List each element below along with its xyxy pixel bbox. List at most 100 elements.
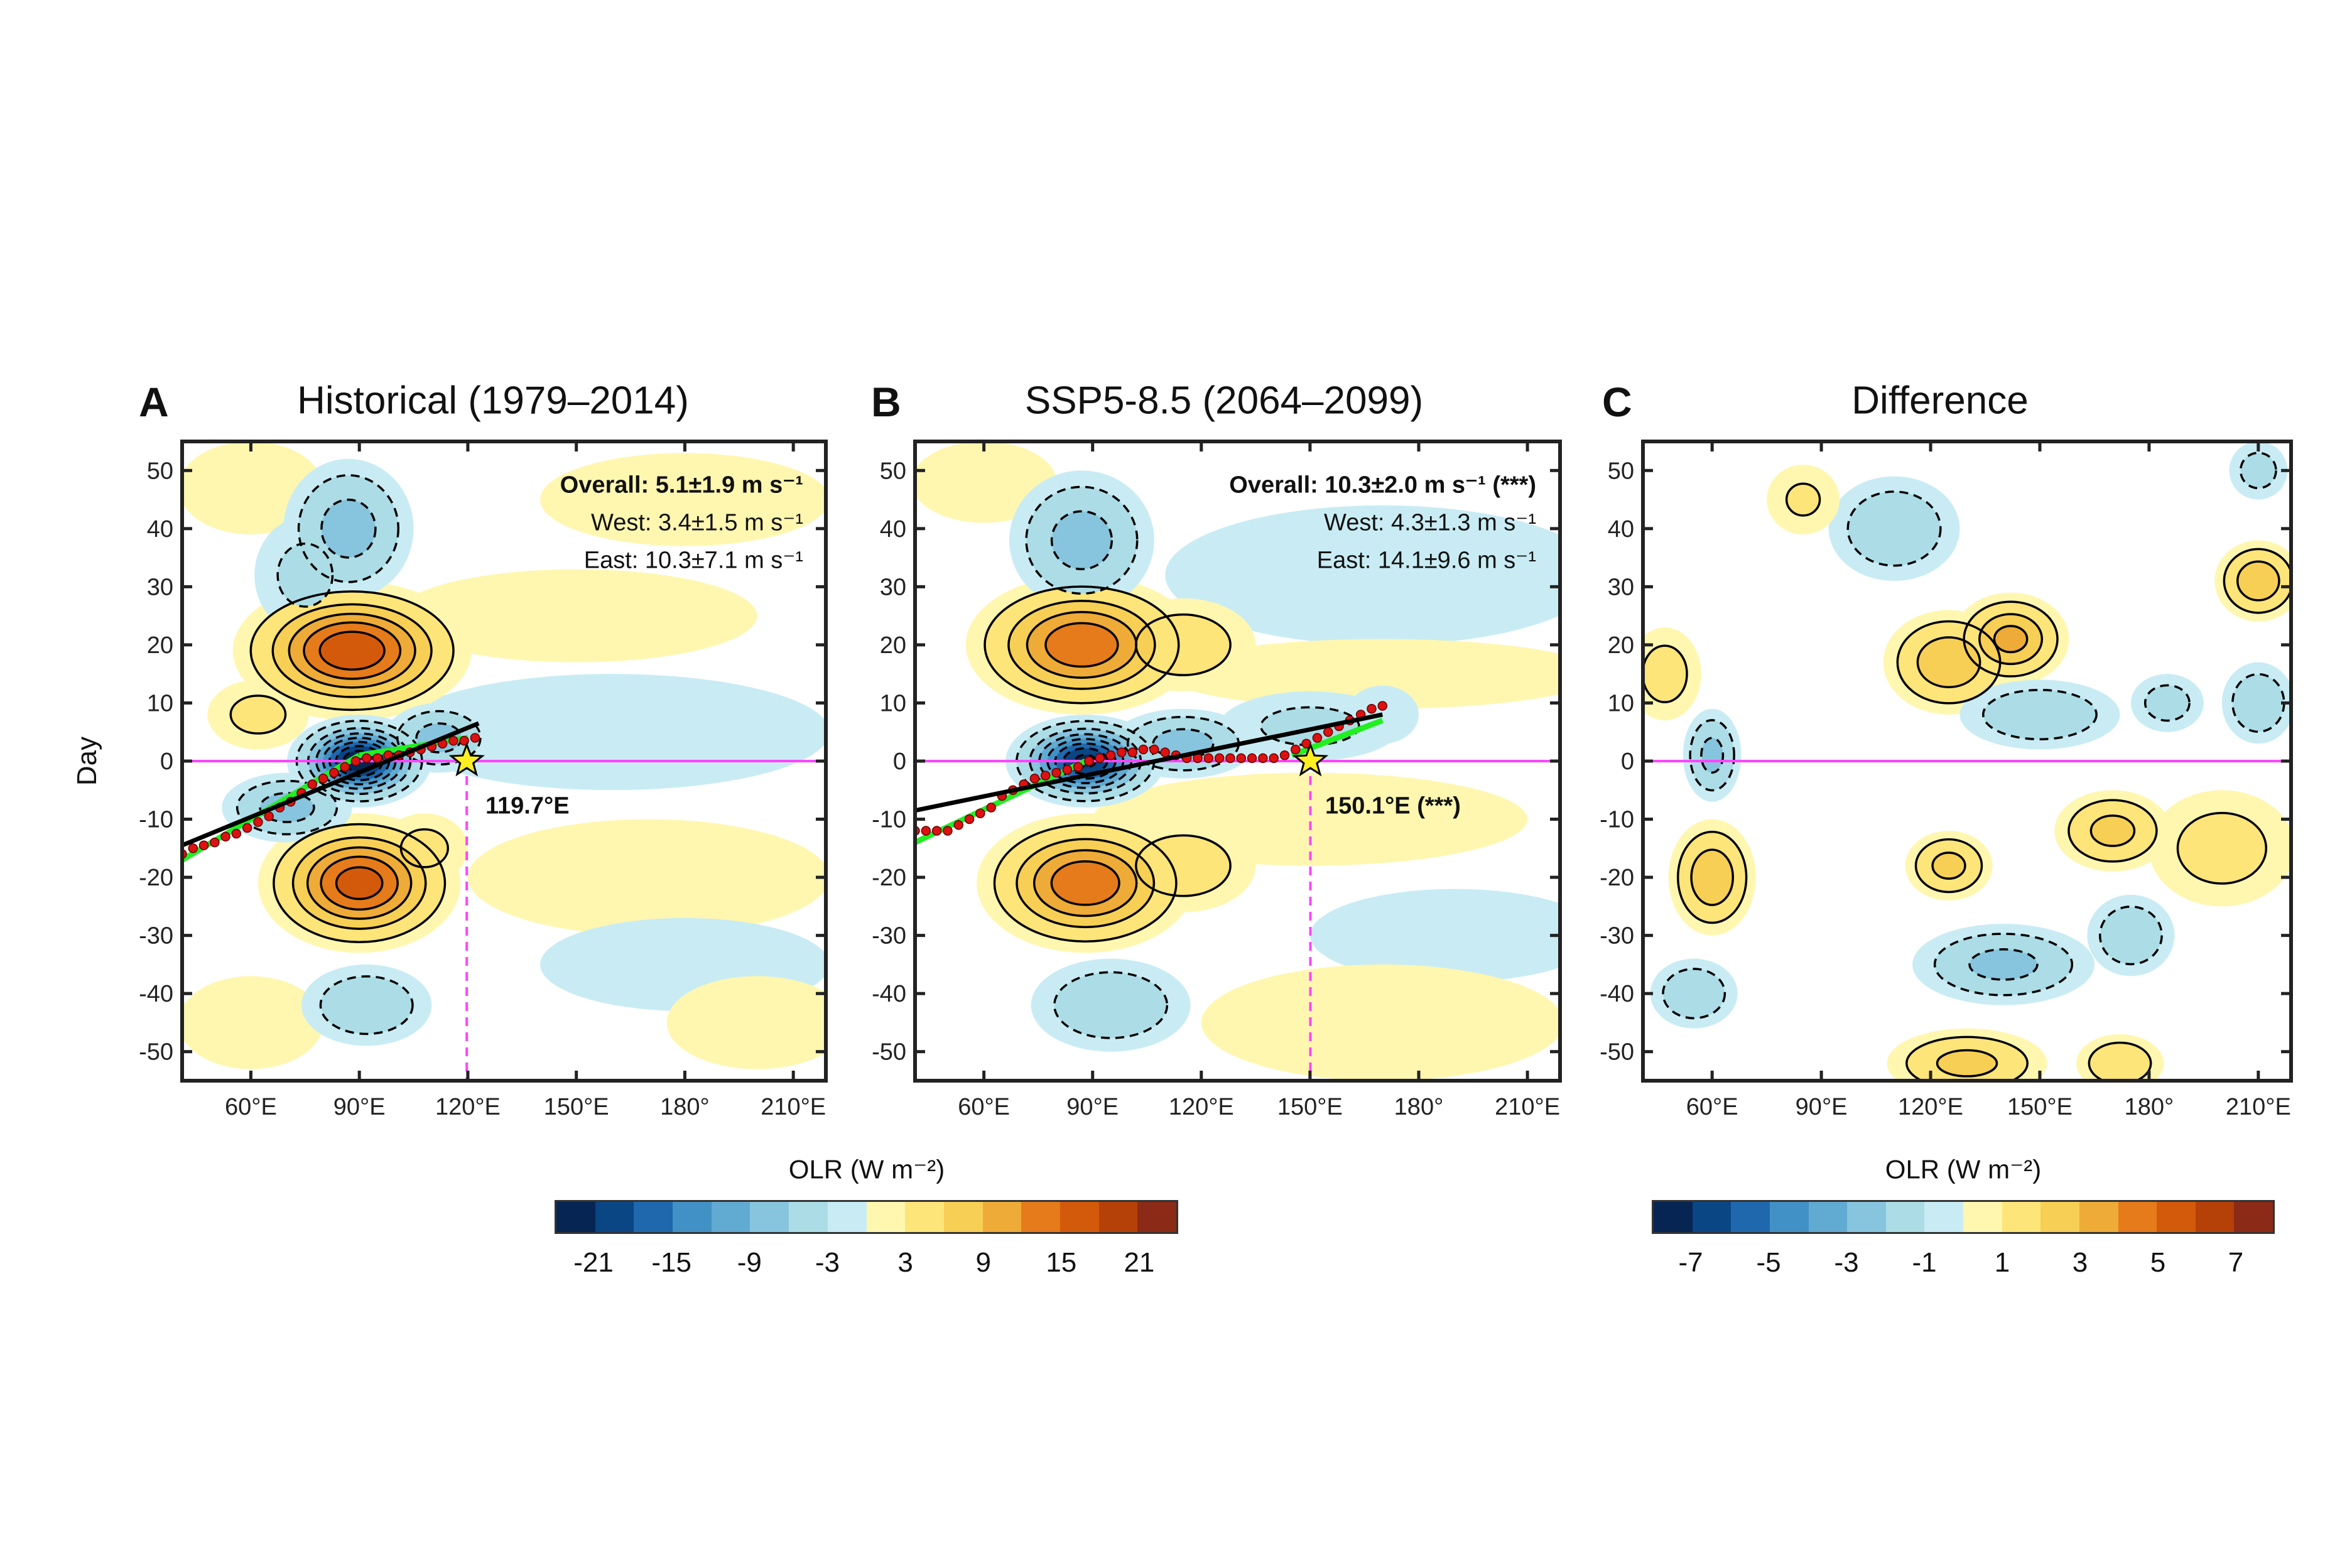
negative-contour	[1968, 948, 2039, 981]
negative-anomaly-fill	[1662, 968, 1725, 1019]
negative-contour	[1025, 485, 1139, 595]
x-tick-label: 90°E	[1796, 1094, 1848, 1120]
x-tick-label: 180°	[660, 1094, 710, 1120]
negative-anomaly-fill	[2240, 453, 2276, 489]
colorbar-tick-label: -21	[573, 1247, 614, 1278]
y-tick-label: -40	[1600, 981, 1634, 1007]
propagation-star-marker	[1292, 742, 1329, 777]
x-tick-label: 150°E	[2007, 1094, 2073, 1120]
y-tick-label: 40	[1608, 516, 1634, 543]
y-tick-label: 50	[1608, 458, 1634, 484]
positive-contour	[1914, 838, 1983, 894]
colorbar-tick-label: -15	[651, 1247, 691, 1278]
colorbar-swatch	[1963, 1202, 2002, 1232]
colorbar-tick-label: 21	[1124, 1247, 1155, 1278]
negative-anomaly-fill	[1051, 511, 1112, 570]
positive-anomaly-fill	[1165, 639, 1560, 709]
track-point	[1225, 753, 1235, 764]
positive-contour	[288, 612, 416, 689]
positive-contour	[1931, 852, 1966, 880]
colorbar-swatch	[866, 1202, 906, 1232]
track-point	[975, 808, 985, 819]
negative-anomaly-fill	[1165, 505, 1560, 645]
positive-anomaly-fill	[395, 569, 757, 662]
track-point	[372, 753, 382, 764]
annotation-west-b: West: 4.3±1.3 m s⁻¹	[1324, 509, 1536, 536]
positive-contour	[1135, 834, 1232, 897]
positive-anomaly-fill	[2089, 1042, 2151, 1081]
track-point	[1073, 762, 1083, 772]
colorbar-swatch	[2040, 1202, 2079, 1232]
x-tick-label: 150°E	[1277, 1094, 1343, 1120]
y-tick-label: -50	[872, 1039, 906, 1066]
positive-contour	[303, 621, 402, 680]
colorbar-swatch	[1654, 1202, 1693, 1232]
track-point	[350, 756, 361, 766]
panel-letter-a: A	[139, 379, 169, 425]
x-tick-label: 60°E	[1686, 1094, 1738, 1120]
y-tick-label: -10	[139, 807, 173, 833]
track-point	[1127, 747, 1137, 757]
y-tick-label: 10	[1608, 690, 1634, 716]
track-point	[210, 837, 220, 848]
y-tick-label: 30	[1608, 574, 1634, 600]
track-point	[1214, 753, 1225, 764]
positive-anomaly-fill	[1786, 484, 1820, 516]
colorbar-tick-label: 15	[1046, 1247, 1077, 1278]
negative-contour	[2239, 451, 2277, 490]
positive-contour	[1050, 860, 1120, 906]
regression-line	[182, 721, 480, 848]
y-tick-label: 30	[880, 574, 906, 600]
positive-anomaly-fill	[1994, 625, 2027, 652]
track-point	[1291, 744, 1301, 755]
colorbar-swatch	[982, 1202, 1022, 1232]
negative-contour	[1053, 971, 1169, 1039]
positive-anomaly-fill	[1051, 861, 1120, 905]
y-tick-label: 40	[147, 516, 173, 543]
track-point	[318, 774, 328, 784]
positive-contour	[1044, 622, 1119, 668]
y-tick-label: -20	[1600, 865, 1634, 891]
track-point	[953, 820, 963, 830]
x-tick-label: 150°E	[544, 1094, 609, 1120]
positive-contour	[271, 603, 433, 698]
colorbar-swatch	[827, 1202, 867, 1232]
negative-contour	[320, 499, 377, 559]
track-point	[1279, 750, 1290, 760]
track-point	[1084, 756, 1094, 766]
colorbar-swatch	[634, 1202, 673, 1232]
negative-anomaly-fill	[1970, 949, 2037, 980]
positive-anomaly-fill	[1937, 1050, 1997, 1076]
track-point	[1160, 747, 1170, 757]
positive-contour	[335, 866, 384, 900]
positive-contour	[320, 855, 399, 911]
colorbar-tick-label: -7	[1678, 1247, 1703, 1278]
negative-anomaly-fill	[1701, 738, 1723, 773]
positive-contour	[1007, 600, 1156, 690]
positive-anomaly-fill	[1643, 646, 1687, 703]
track-point	[361, 753, 372, 764]
negative-contour	[2098, 906, 2163, 966]
positive-anomaly-fill	[1932, 852, 1965, 879]
positive-contour	[2088, 1041, 2152, 1081]
colorbar-swatch	[1098, 1202, 1138, 1232]
propagation-star-marker	[448, 742, 485, 777]
track-point	[1367, 703, 1377, 714]
panel-letter-b: B	[871, 379, 901, 425]
annotation-east-a: East: 10.3±7.1 m s⁻¹	[583, 547, 803, 574]
positive-contour	[1993, 625, 2029, 654]
y-tick-label: -10	[872, 807, 906, 833]
negative-contour	[1933, 933, 2074, 997]
track-point	[220, 831, 230, 842]
colorbar-tick-label: -3	[1834, 1247, 1859, 1278]
negative-contour	[1260, 706, 1360, 747]
positive-contour	[1026, 610, 1138, 679]
y-tick-label: 20	[880, 632, 906, 659]
positive-anomaly-fill	[2237, 561, 2279, 600]
positive-contour	[1905, 1035, 2029, 1081]
track-point	[921, 826, 931, 836]
negative-anomaly-fill	[321, 499, 376, 558]
field-layer	[915, 441, 1560, 1081]
track-point	[448, 735, 458, 746]
annotation-overall-b: Overall: 10.3±2.0 m s⁻¹ (***)	[1229, 472, 1536, 499]
